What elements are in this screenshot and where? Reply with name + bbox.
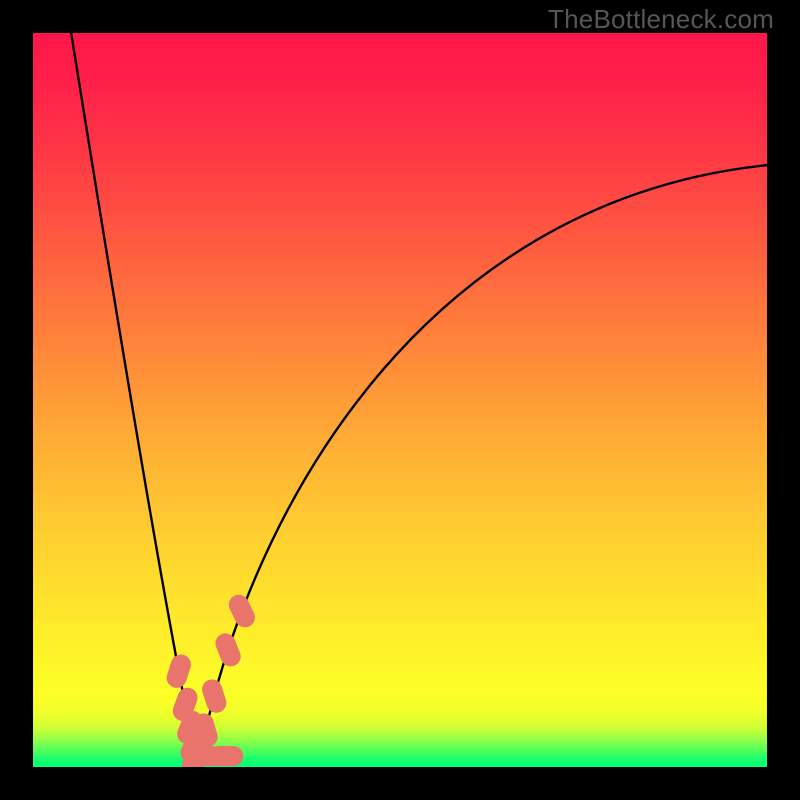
watermark-text: TheBottleneck.com	[548, 4, 774, 35]
markers-group	[164, 591, 258, 767]
marker-capsule	[225, 591, 258, 630]
marker-capsule	[199, 677, 229, 716]
plot-area	[33, 33, 767, 767]
marker-capsule	[164, 652, 194, 691]
marker-capsule	[212, 630, 243, 669]
marker-capsule	[209, 746, 243, 766]
chart-frame: TheBottleneck.com	[0, 0, 800, 800]
bottleneck-curve	[33, 33, 767, 767]
